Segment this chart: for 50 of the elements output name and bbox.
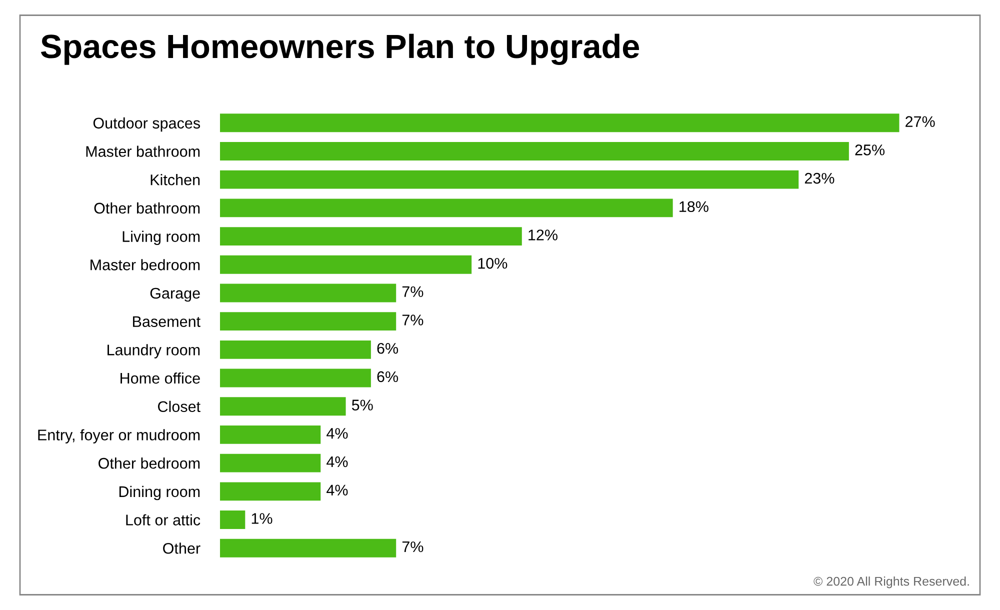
y-tick-label: Laundry room — [108, 344, 200, 358]
bar — [220, 227, 522, 246]
data-label: 6% — [377, 371, 398, 382]
y-tick-label: Basement — [133, 316, 200, 328]
data-label: 23% — [804, 172, 834, 184]
bar — [220, 482, 321, 501]
data-label: 10% — [478, 258, 508, 269]
y-tick-label: Other bedroom — [98, 458, 200, 469]
data-label: 7% — [402, 314, 424, 326]
data-label: 4% — [326, 428, 348, 439]
bar — [220, 368, 371, 388]
data-label: 5% — [352, 400, 373, 410]
y-tick-label: Kitchen — [150, 174, 200, 186]
bar — [220, 114, 900, 132]
data-label: 18% — [680, 201, 708, 212]
y-tick-label: Other bathroom — [94, 202, 200, 214]
bar — [220, 426, 321, 444]
y-tick-label: Garage — [150, 288, 200, 302]
bar — [220, 454, 321, 472]
bar — [220, 312, 396, 331]
bar — [220, 170, 799, 189]
data-label: 25% — [855, 144, 885, 156]
bar — [220, 538, 396, 558]
bar — [220, 397, 346, 416]
y-tick-label: Other — [163, 542, 200, 554]
y-tick-label: Entry, foyer or mudroom — [38, 429, 200, 444]
data-label: 27% — [906, 116, 935, 127]
chart-title: Spaces Homeowners Plan to Upgrade — [40, 34, 640, 66]
y-tick-label: Living room — [122, 230, 200, 245]
y-tick-label: Closet — [158, 400, 200, 412]
bar — [220, 255, 472, 274]
y-tick-label: Master bathroom — [86, 146, 200, 157]
y-tick-label: Home office — [120, 372, 200, 384]
data-label: 1% — [252, 513, 272, 524]
data-label: 7% — [402, 286, 424, 298]
y-tick-label: Master bedroom — [90, 259, 200, 270]
y-tick-label: Loft or attic — [126, 514, 200, 526]
bar — [220, 510, 246, 529]
bar — [220, 340, 371, 359]
y-tick-label: Dining room — [119, 486, 200, 500]
data-label: 4% — [326, 484, 348, 496]
bar — [220, 198, 673, 218]
text: © 2020 All Rights Reserved. — [814, 576, 969, 588]
data-label: 6% — [377, 342, 398, 354]
bar — [220, 142, 849, 160]
data-label: 12% — [528, 230, 558, 240]
data-label: 7% — [402, 541, 424, 552]
y-tick-label: Outdoor spaces — [93, 117, 200, 132]
bar — [220, 284, 396, 302]
data-label: 4% — [326, 456, 348, 468]
